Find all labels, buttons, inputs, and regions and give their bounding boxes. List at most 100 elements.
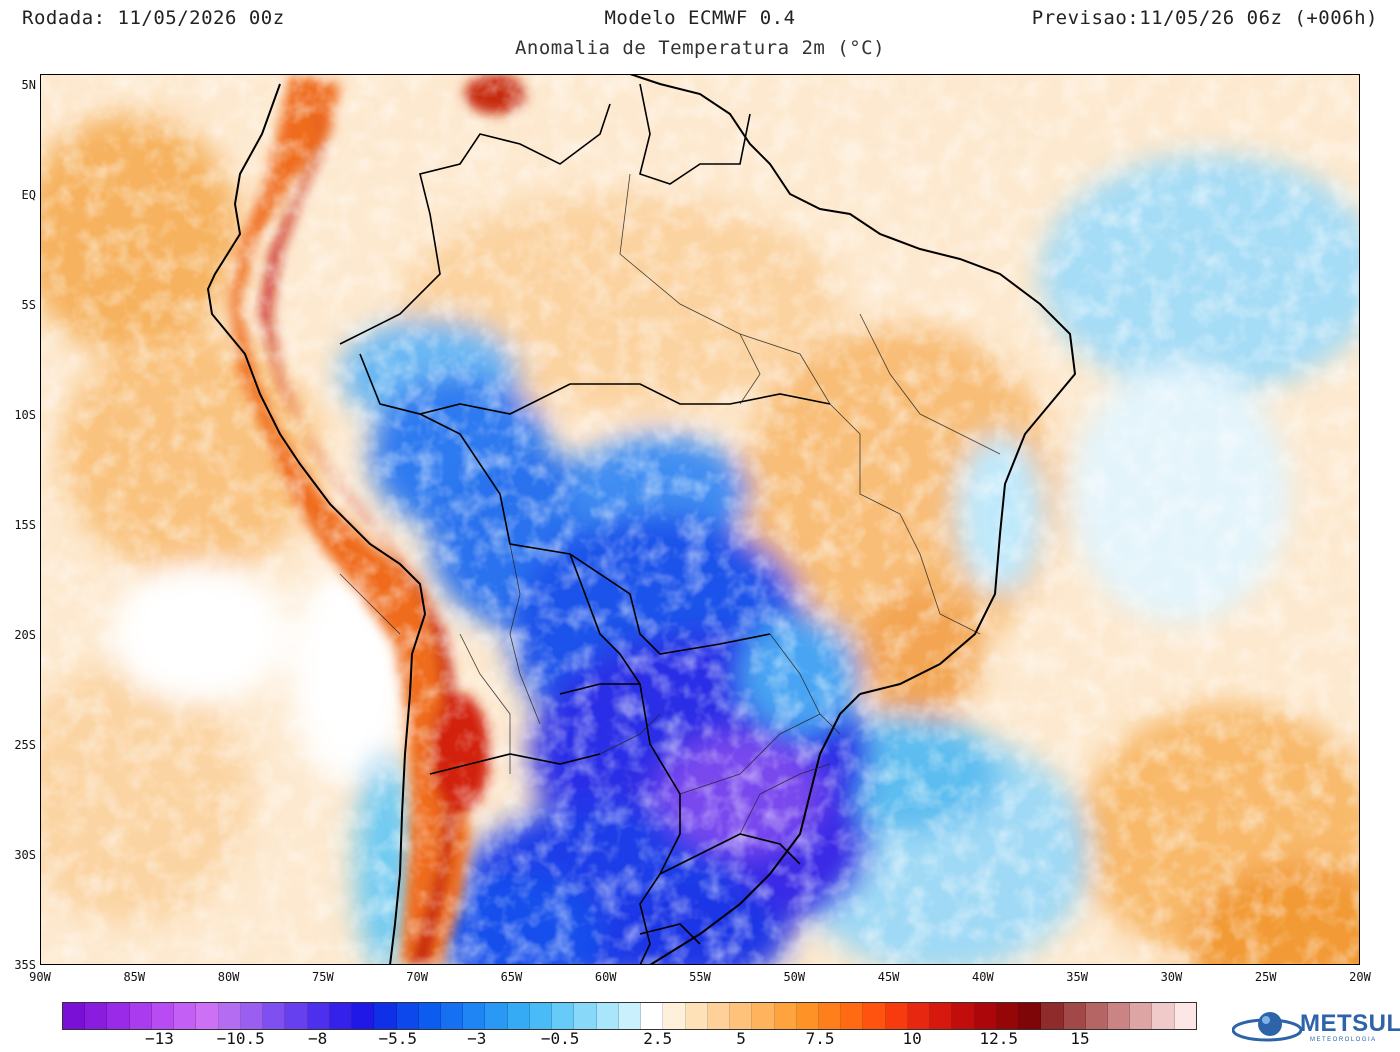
- colorbar-segment: [618, 1003, 642, 1029]
- colorbar-segment: [574, 1003, 597, 1029]
- lon-tick-label: 50W: [783, 970, 806, 984]
- logo-subtext: METEOROLOGIA: [1310, 1037, 1377, 1043]
- lat-tick-label: 20S: [14, 628, 36, 642]
- metsul-logo: METSUL METEOROLOGIA: [1231, 1008, 1400, 1048]
- colorbar-segment: [1152, 1003, 1175, 1029]
- colorbar-segment: [818, 1003, 842, 1029]
- lon-tick-label: 60W: [594, 970, 617, 984]
- colorbar-segment: [1063, 1003, 1086, 1029]
- colorbar-segment: [596, 1003, 619, 1029]
- colorbar-segment: [440, 1003, 464, 1029]
- state-borders: [339, 173, 1001, 835]
- colorbar: [62, 1002, 1197, 1030]
- colorbar-segment: [63, 1003, 86, 1029]
- colorbar-segment: [218, 1003, 241, 1029]
- colorbar-segment: [174, 1003, 197, 1029]
- lat-tick-label: 30S: [14, 848, 36, 862]
- colorbar-label: 10: [902, 1029, 922, 1048]
- lon-tick-label: 40W: [972, 970, 994, 984]
- forecast-label: Previsao:11/05/26 06z (+006h): [1031, 7, 1378, 29]
- colorbar-segment: [85, 1003, 108, 1029]
- colorbar-segment: [1174, 1003, 1196, 1029]
- colorbar-segment: [307, 1003, 330, 1029]
- lon-tick-label: 45W: [877, 970, 900, 984]
- country-borders: [339, 83, 831, 965]
- lon-tick-label: 30W: [1160, 970, 1183, 984]
- colorbar-segment: [730, 1003, 753, 1029]
- lon-tick-label: 85W: [123, 970, 146, 984]
- colorbar-segment: [996, 1003, 1020, 1029]
- colorbar-segment: [485, 1003, 508, 1029]
- colorbar-segment: [1041, 1003, 1064, 1029]
- colorbar-segment: [418, 1003, 441, 1029]
- colorbar-segment: [396, 1003, 419, 1029]
- colorbar-segment: [507, 1003, 530, 1029]
- lon-tick-label: 75W: [312, 970, 334, 984]
- colorbar-segment: [1085, 1003, 1109, 1029]
- lon-tick-label: 65W: [500, 970, 523, 984]
- colorbar-segment: [752, 1003, 775, 1029]
- colorbar-segment: [774, 1003, 797, 1029]
- colorbar-segment: [374, 1003, 397, 1029]
- colorbar-label: −8: [307, 1029, 328, 1048]
- lat-tick-label: 5N: [21, 78, 36, 92]
- colorbar-segment: [663, 1003, 686, 1029]
- lon-tick-label: 20W: [1349, 970, 1371, 984]
- colorbar-segment: [641, 1003, 664, 1029]
- colorbar-segment: [930, 1003, 953, 1029]
- colorbar-segment: [685, 1003, 708, 1029]
- model-label: Modelo ECMWF 0.4: [604, 7, 796, 29]
- lat-tick-label: 25S: [14, 738, 36, 752]
- colorbar-segment: [841, 1003, 864, 1029]
- contour-texture: [40, 74, 1360, 965]
- colorbar-label: 12.5: [979, 1029, 1019, 1048]
- colorbar-segment: [707, 1003, 731, 1029]
- colorbar-segment: [1108, 1003, 1131, 1029]
- logo-text: METSUL: [1300, 1010, 1400, 1037]
- lat-tick-label: 15S: [14, 518, 36, 532]
- colorbar-segment: [151, 1003, 175, 1029]
- lat-tick-label: EQ: [21, 188, 36, 202]
- colorbar-segment: [974, 1003, 997, 1029]
- colorbar-label: −0.5: [540, 1029, 580, 1048]
- colorbar-label: 15: [1070, 1029, 1090, 1048]
- colorbar-segment: [107, 1003, 130, 1029]
- globe-icon: [1231, 1012, 1303, 1042]
- colorbar-segment: [129, 1003, 152, 1029]
- lon-tick-label: 70W: [406, 970, 428, 984]
- lon-tick-label: 35W: [1066, 970, 1088, 984]
- colorbar-segment: [796, 1003, 819, 1029]
- lon-tick-label: 90W: [29, 970, 51, 984]
- colorbar-segment: [263, 1003, 286, 1029]
- lon-tick-label: 25W: [1254, 970, 1277, 984]
- lat-tick-label: 10S: [14, 408, 36, 422]
- colorbar-segment: [1019, 1003, 1042, 1029]
- colorbar-segment: [1130, 1003, 1153, 1029]
- colorbar-segment: [196, 1003, 219, 1029]
- colorbar-label: 7.5: [805, 1029, 835, 1048]
- anomaly-map: [40, 74, 1360, 965]
- lon-tick-label: 80W: [217, 970, 240, 984]
- colorbar-label: −3: [467, 1029, 487, 1048]
- lon-tick-label: 55W: [689, 970, 711, 984]
- colorbar-segment: [329, 1003, 353, 1029]
- lat-tick-label: 35S: [14, 958, 36, 972]
- colorbar-label: −5.5: [378, 1029, 417, 1048]
- colorbar-segment: [952, 1003, 975, 1029]
- lat-tick-label: 5S: [21, 298, 36, 312]
- colorbar-segment: [463, 1003, 486, 1029]
- colorbar-segment: [552, 1003, 575, 1029]
- colorbar-segment: [907, 1003, 931, 1029]
- colorbar-label: 2.5: [643, 1029, 673, 1048]
- colorbar-segment: [885, 1003, 908, 1029]
- colorbar-segment: [285, 1003, 308, 1029]
- colorbar-segment: [240, 1003, 264, 1029]
- map-subtitle: Anomalia de Temperatura 2m (°C): [514, 37, 886, 59]
- colorbar-segment: [529, 1003, 553, 1029]
- colorbar-label: 5: [736, 1029, 746, 1048]
- colorbar-label: −10.5: [216, 1029, 265, 1048]
- run-label: Rodada: 11/05/2026 00z: [22, 7, 285, 29]
- colorbar-segment: [863, 1003, 886, 1029]
- colorbar-label: −13: [145, 1029, 174, 1048]
- colorbar-segment: [352, 1003, 375, 1029]
